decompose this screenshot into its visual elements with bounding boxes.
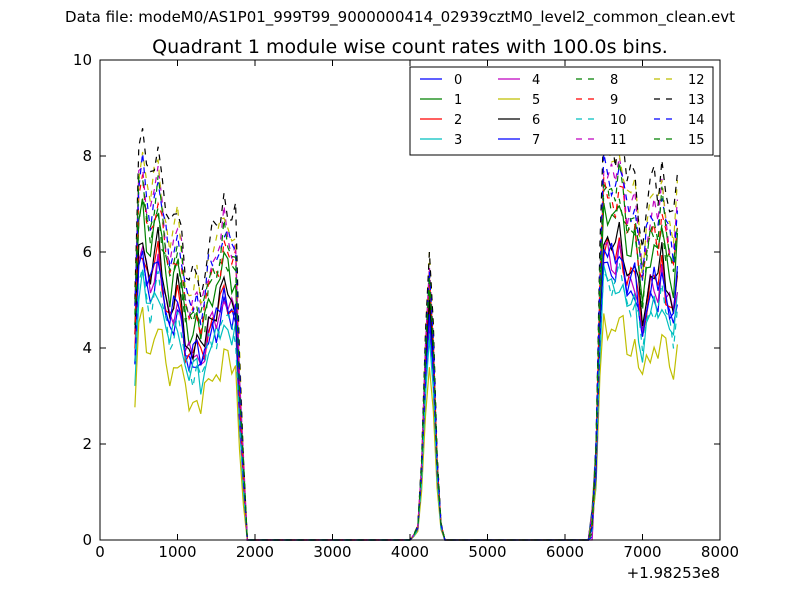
series-line-3 bbox=[134, 265, 678, 541]
legend-label-14: 14 bbox=[688, 113, 705, 128]
y-tick-label: 8 bbox=[82, 147, 92, 165]
legend-label-4: 4 bbox=[532, 73, 540, 88]
y-tick-label: 2 bbox=[82, 435, 92, 453]
series-line-10 bbox=[134, 261, 678, 541]
legend-box bbox=[409, 66, 714, 156]
series-line-2 bbox=[134, 236, 678, 541]
x-axis-offset-label: +1.98253e8 bbox=[627, 564, 720, 582]
figure-suptitle: Data file: modeM0/AS1P01_999T99_90000004… bbox=[65, 8, 735, 26]
x-tick-label: 1000 bbox=[158, 543, 196, 561]
legend-label-13: 13 bbox=[688, 93, 705, 108]
x-tick-label: 2000 bbox=[236, 543, 274, 561]
legend-label-0: 0 bbox=[454, 73, 462, 88]
chart-title: Quadrant 1 module wise count rates with … bbox=[152, 36, 668, 58]
legend-label-5: 5 bbox=[532, 93, 540, 108]
x-tick-label: 4000 bbox=[391, 543, 429, 561]
legend-label-9: 9 bbox=[610, 93, 618, 108]
series-layer bbox=[134, 123, 678, 541]
legend-label-10: 10 bbox=[610, 113, 627, 128]
x-tick-label: 8000 bbox=[701, 543, 739, 561]
legend-label-15: 15 bbox=[688, 133, 705, 148]
y-tick-label: 6 bbox=[82, 243, 92, 261]
series-line-13 bbox=[134, 123, 678, 541]
x-tick-label: 0 bbox=[95, 543, 105, 561]
x-tick-label: 6000 bbox=[546, 543, 584, 561]
y-tick-label: 10 bbox=[73, 51, 92, 69]
legend-label-1: 1 bbox=[454, 93, 462, 108]
x-tick-label: 7000 bbox=[623, 543, 661, 561]
legend-label-11: 11 bbox=[610, 133, 627, 148]
legend-label-8: 8 bbox=[610, 73, 618, 88]
y-tick-label: 0 bbox=[82, 531, 92, 549]
x-tick-label: 5000 bbox=[468, 543, 506, 561]
legend-label-7: 7 bbox=[532, 133, 540, 148]
legend-label-3: 3 bbox=[454, 133, 462, 148]
legend-label-2: 2 bbox=[454, 113, 462, 128]
x-tick-label: 3000 bbox=[313, 543, 351, 561]
legend-label-6: 6 bbox=[532, 113, 540, 128]
series-line-14 bbox=[134, 152, 678, 541]
legend-label-12: 12 bbox=[688, 73, 705, 88]
series-line-8 bbox=[134, 184, 678, 541]
y-tick-label: 4 bbox=[82, 339, 92, 357]
